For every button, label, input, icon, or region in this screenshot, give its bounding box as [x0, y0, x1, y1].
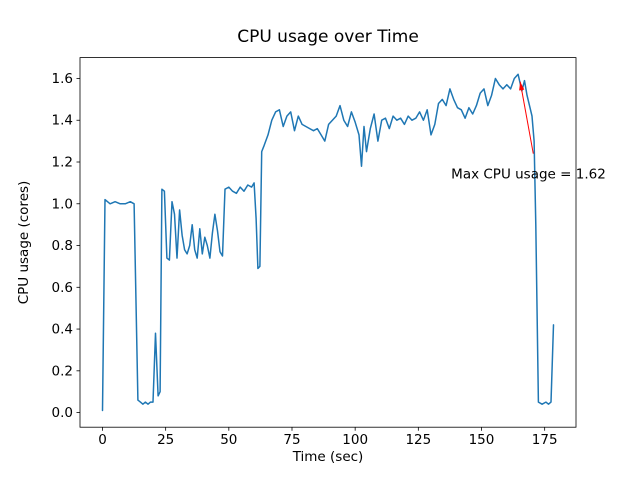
x-tick-label: 150: [469, 432, 495, 448]
x-tick-label: 125: [405, 432, 431, 448]
plot-area: 0 25 50 75 100 125 150 175 0.0 0.2 0.4 0.6 0.8 1.0 1.2…: [52, 57, 577, 448]
y-tick-label: 0.6: [52, 280, 73, 296]
y-tick-label: 1.6: [52, 71, 73, 87]
plot-frame: [79, 57, 577, 428]
annotation-arrow: [519, 81, 534, 154]
y-tick-label: 1.0: [52, 196, 73, 212]
max-cpu-annotation: Max CPU usage = 1.62: [451, 167, 606, 183]
x-tick-label: 75: [283, 432, 300, 448]
x-tick-label: 175: [532, 432, 558, 448]
y-axis-label: CPU usage (cores): [16, 181, 32, 305]
x-tick-label: 25: [157, 432, 174, 448]
cpu-usage-line: [101, 73, 555, 412]
y-tick-label: 1.2: [52, 155, 73, 171]
x-tick-label: 0: [98, 432, 107, 448]
x-axis-label: Time (sec): [292, 449, 364, 465]
y-tick-label: 0.2: [52, 363, 73, 379]
x-tick-label: 50: [220, 432, 237, 448]
y-tick-label: 1.4: [52, 113, 73, 129]
annotation-arrowhead: [519, 81, 525, 91]
y-tick-label: 0.4: [52, 322, 73, 338]
y-tick-label: 0.0: [52, 405, 73, 421]
x-tick-label: 100: [342, 432, 368, 448]
y-tick-label: 0.8: [52, 238, 73, 254]
chart-title: CPU usage over Time: [237, 27, 419, 47]
